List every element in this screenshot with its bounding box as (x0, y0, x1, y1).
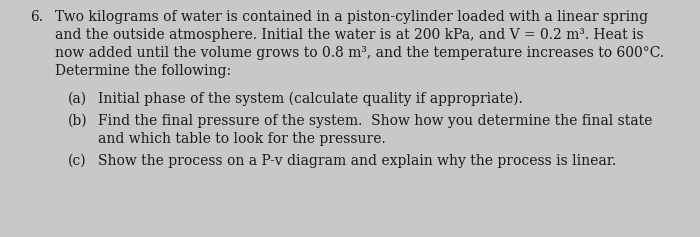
Text: Show the process on a P-v diagram and explain why the process is linear.: Show the process on a P-v diagram and ex… (98, 154, 616, 168)
Text: Two kilograms of water is contained in a piston-cylinder loaded with a linear sp: Two kilograms of water is contained in a… (55, 10, 648, 24)
Text: 6.: 6. (30, 10, 43, 24)
Text: (c): (c) (68, 154, 87, 168)
Text: and the outside atmosphere. Initial the water is at 200 kPa, and V = 0.2 m³. Hea: and the outside atmosphere. Initial the … (55, 28, 643, 42)
Text: Initial phase of the system (calculate quality if appropriate).: Initial phase of the system (calculate q… (98, 92, 523, 106)
Text: (a): (a) (68, 92, 87, 106)
Text: now added until the volume grows to 0.8 m³, and the temperature increases to 600: now added until the volume grows to 0.8 … (55, 46, 664, 60)
Text: Determine the following:: Determine the following: (55, 64, 231, 78)
Text: Find the final pressure of the system.  Show how you determine the final state: Find the final pressure of the system. S… (98, 114, 652, 128)
Text: (b): (b) (68, 114, 88, 128)
Text: and which table to look for the pressure.: and which table to look for the pressure… (98, 132, 386, 146)
